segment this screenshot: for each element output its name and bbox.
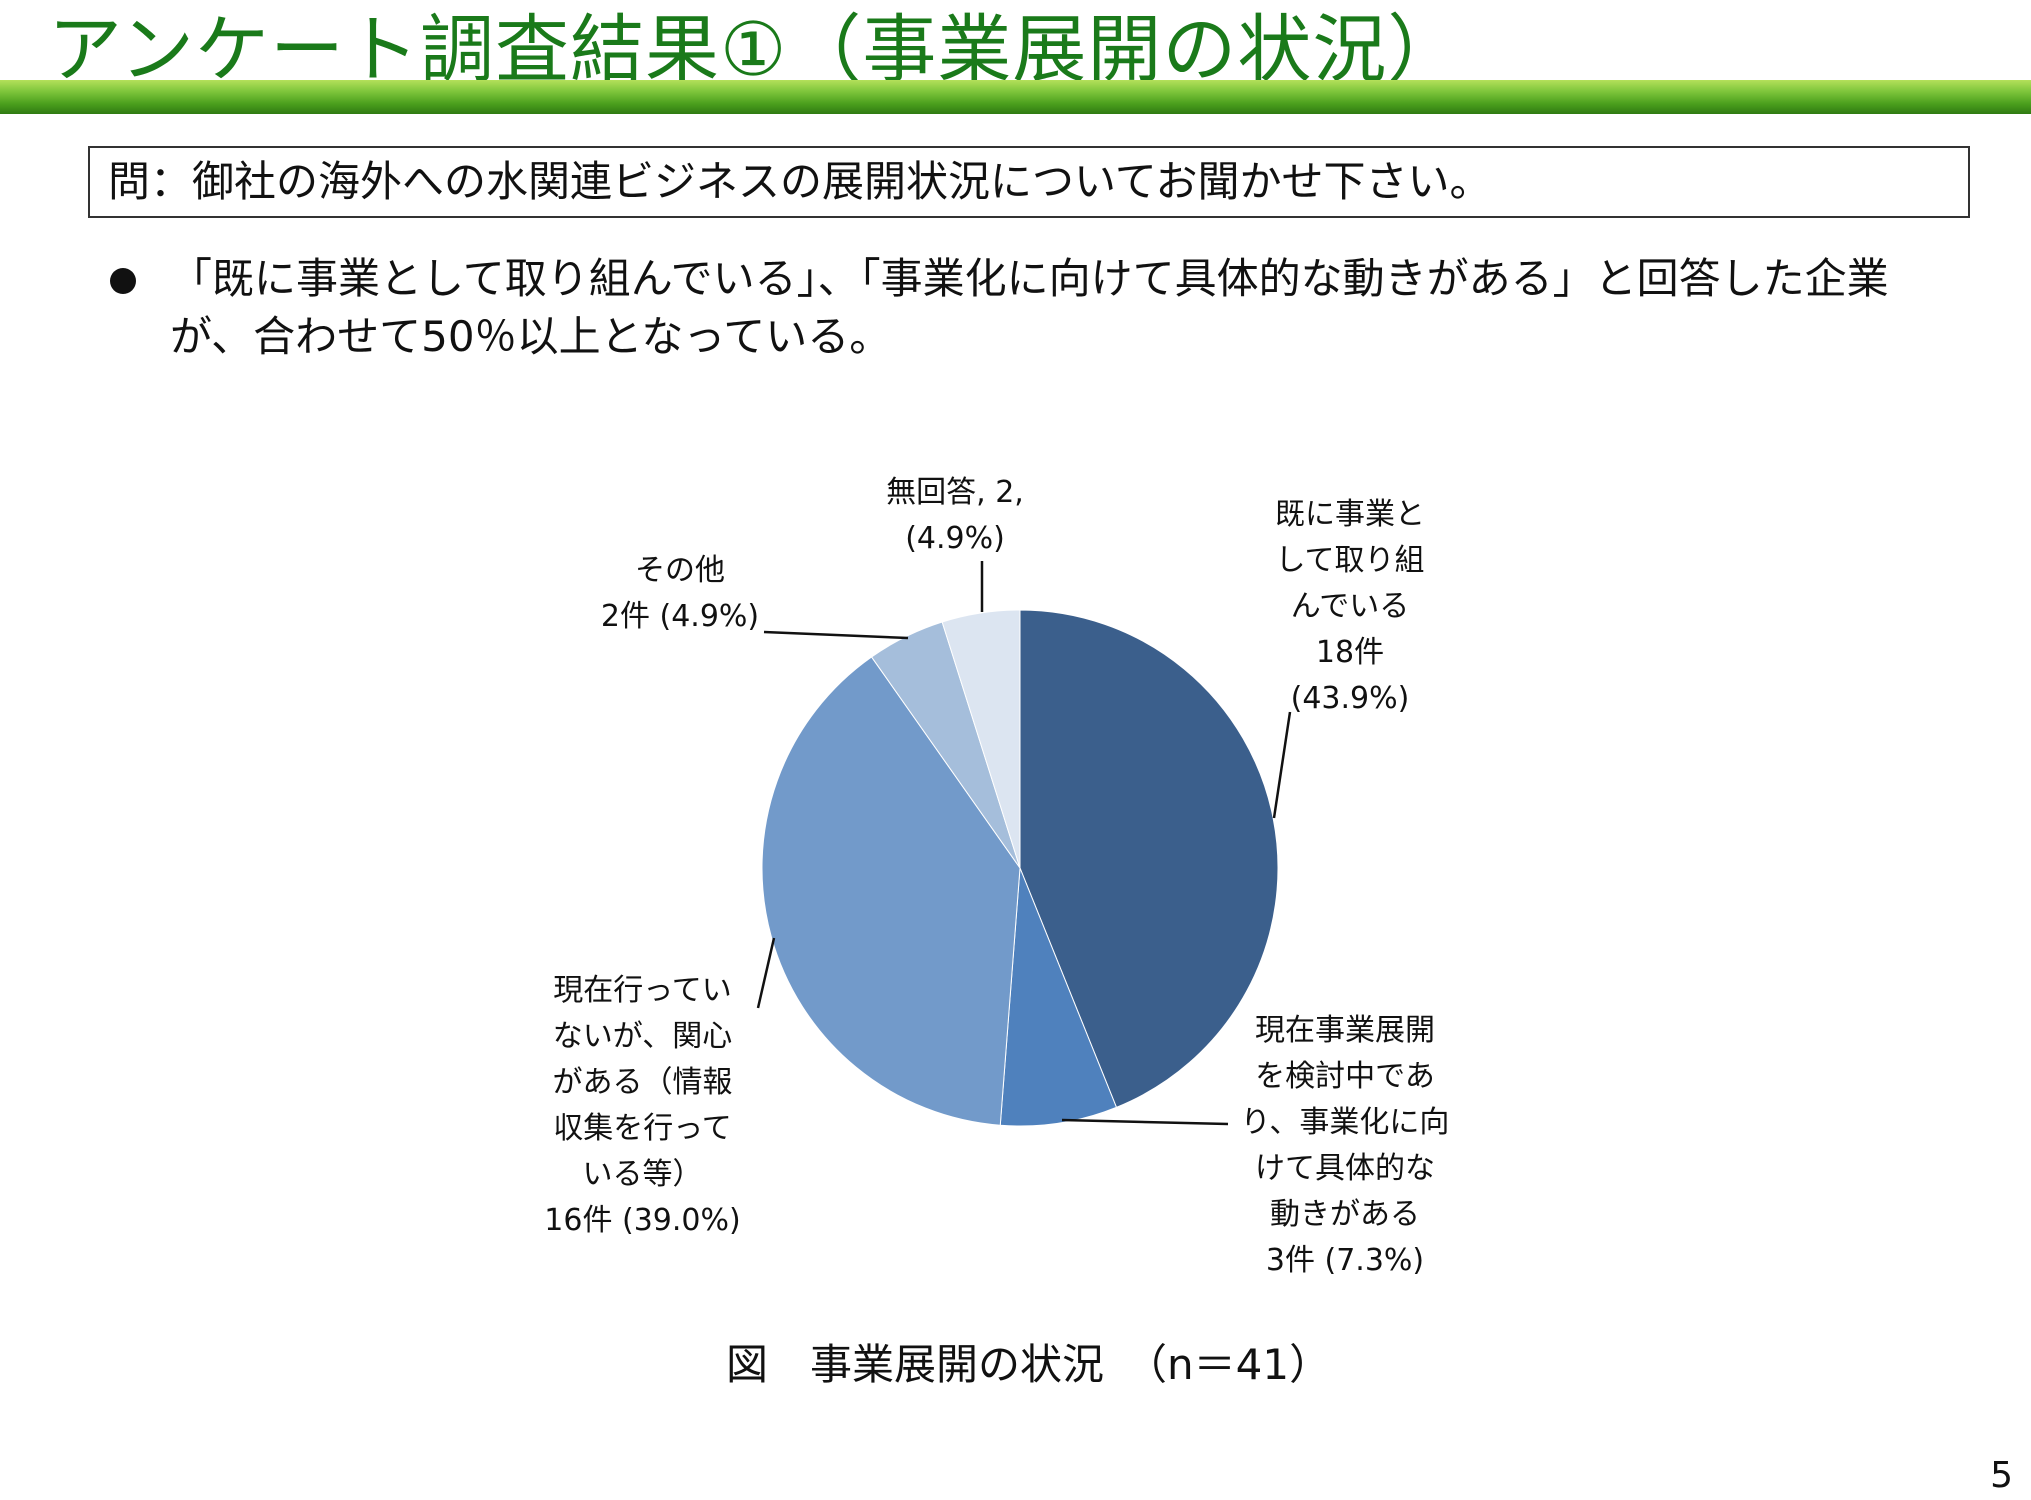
page-number: 5 [1990,1455,2013,1496]
data-label-existing: 既に事業として取り組んでいる 18件 (43.9%) [1235,492,1465,722]
data-label-line: 3件 (7.3%) [1265,1243,1425,1278]
leader-line-other [763,630,909,640]
data-label-line: して取り組 [1275,543,1425,578]
figure-caption: 図 事業展開の状況 （n＝41） [726,1340,1332,1389]
leader-line-existing [1272,711,1292,819]
data-label-line: 18件 [1315,635,1385,670]
pie-slice-existing [1019,609,1279,1108]
pie-slice-considering [999,867,1118,1127]
pie-slice-no_answer [941,609,1021,869]
data-label-other: その他 2件 (4.9%) [570,548,790,640]
data-label-line: 16件 (39.0%) [544,1203,741,1238]
data-label-line: 現在行ってい [553,973,732,1008]
leader-line-interested [756,937,776,1009]
data-label-line: 無回答, 2, [886,475,1024,510]
data-label-line: (4.9%) [905,521,1005,556]
summary-bullet: 「既に事業として取り組んでいる」、「事業化に向けて具体的な動きがある」と回答した… [170,254,1889,361]
data-label-line: り、事業化に向 [1240,1105,1450,1140]
leader-line-considering [1061,1118,1229,1126]
data-label-line: 2件 (4.9%) [600,599,760,634]
question-box: 問：御社の海外への水関連ビジネスの展開状況についてお聞かせ下さい。 [88,146,1970,218]
title-underline-bar [0,80,2031,114]
data-label-line: 動きがある [1270,1197,1420,1232]
data-label-line: けて具体的な [1255,1151,1435,1186]
bullet-icon [110,268,136,294]
data-label-line: 現在事業展開 [1255,1013,1435,1048]
data-label-line: 既に事業と [1275,497,1425,532]
data-label-line: ないが、関心 [552,1019,733,1054]
data-label-line: いる等） [582,1157,703,1192]
page-title: アンケート調査結果①（事業展開の状況） [48,7,1463,93]
data-label-line: (43.9%) [1290,681,1410,716]
data-label-no_answer: 無回答, 2, (4.9%) [840,470,1070,562]
data-label-line: がある（情報 [552,1065,733,1100]
data-label-line: 収集を行って [553,1111,732,1146]
data-label-interested: 現在行ってい ないが、関心 がある（情報 収集を行って いる等） 16件 (39.0%) [520,968,765,1244]
pie-slice-interested [761,656,1021,1126]
data-label-considering: 現在事業展開 を検討中であ り、事業化に向 けて具体的な 動きがある 3件 (7.3%) [1220,1008,1470,1284]
data-label-line: を検討中であ [1255,1059,1435,1094]
data-label-line: んでいる [1290,589,1410,624]
data-label-line: その他 [635,553,725,588]
